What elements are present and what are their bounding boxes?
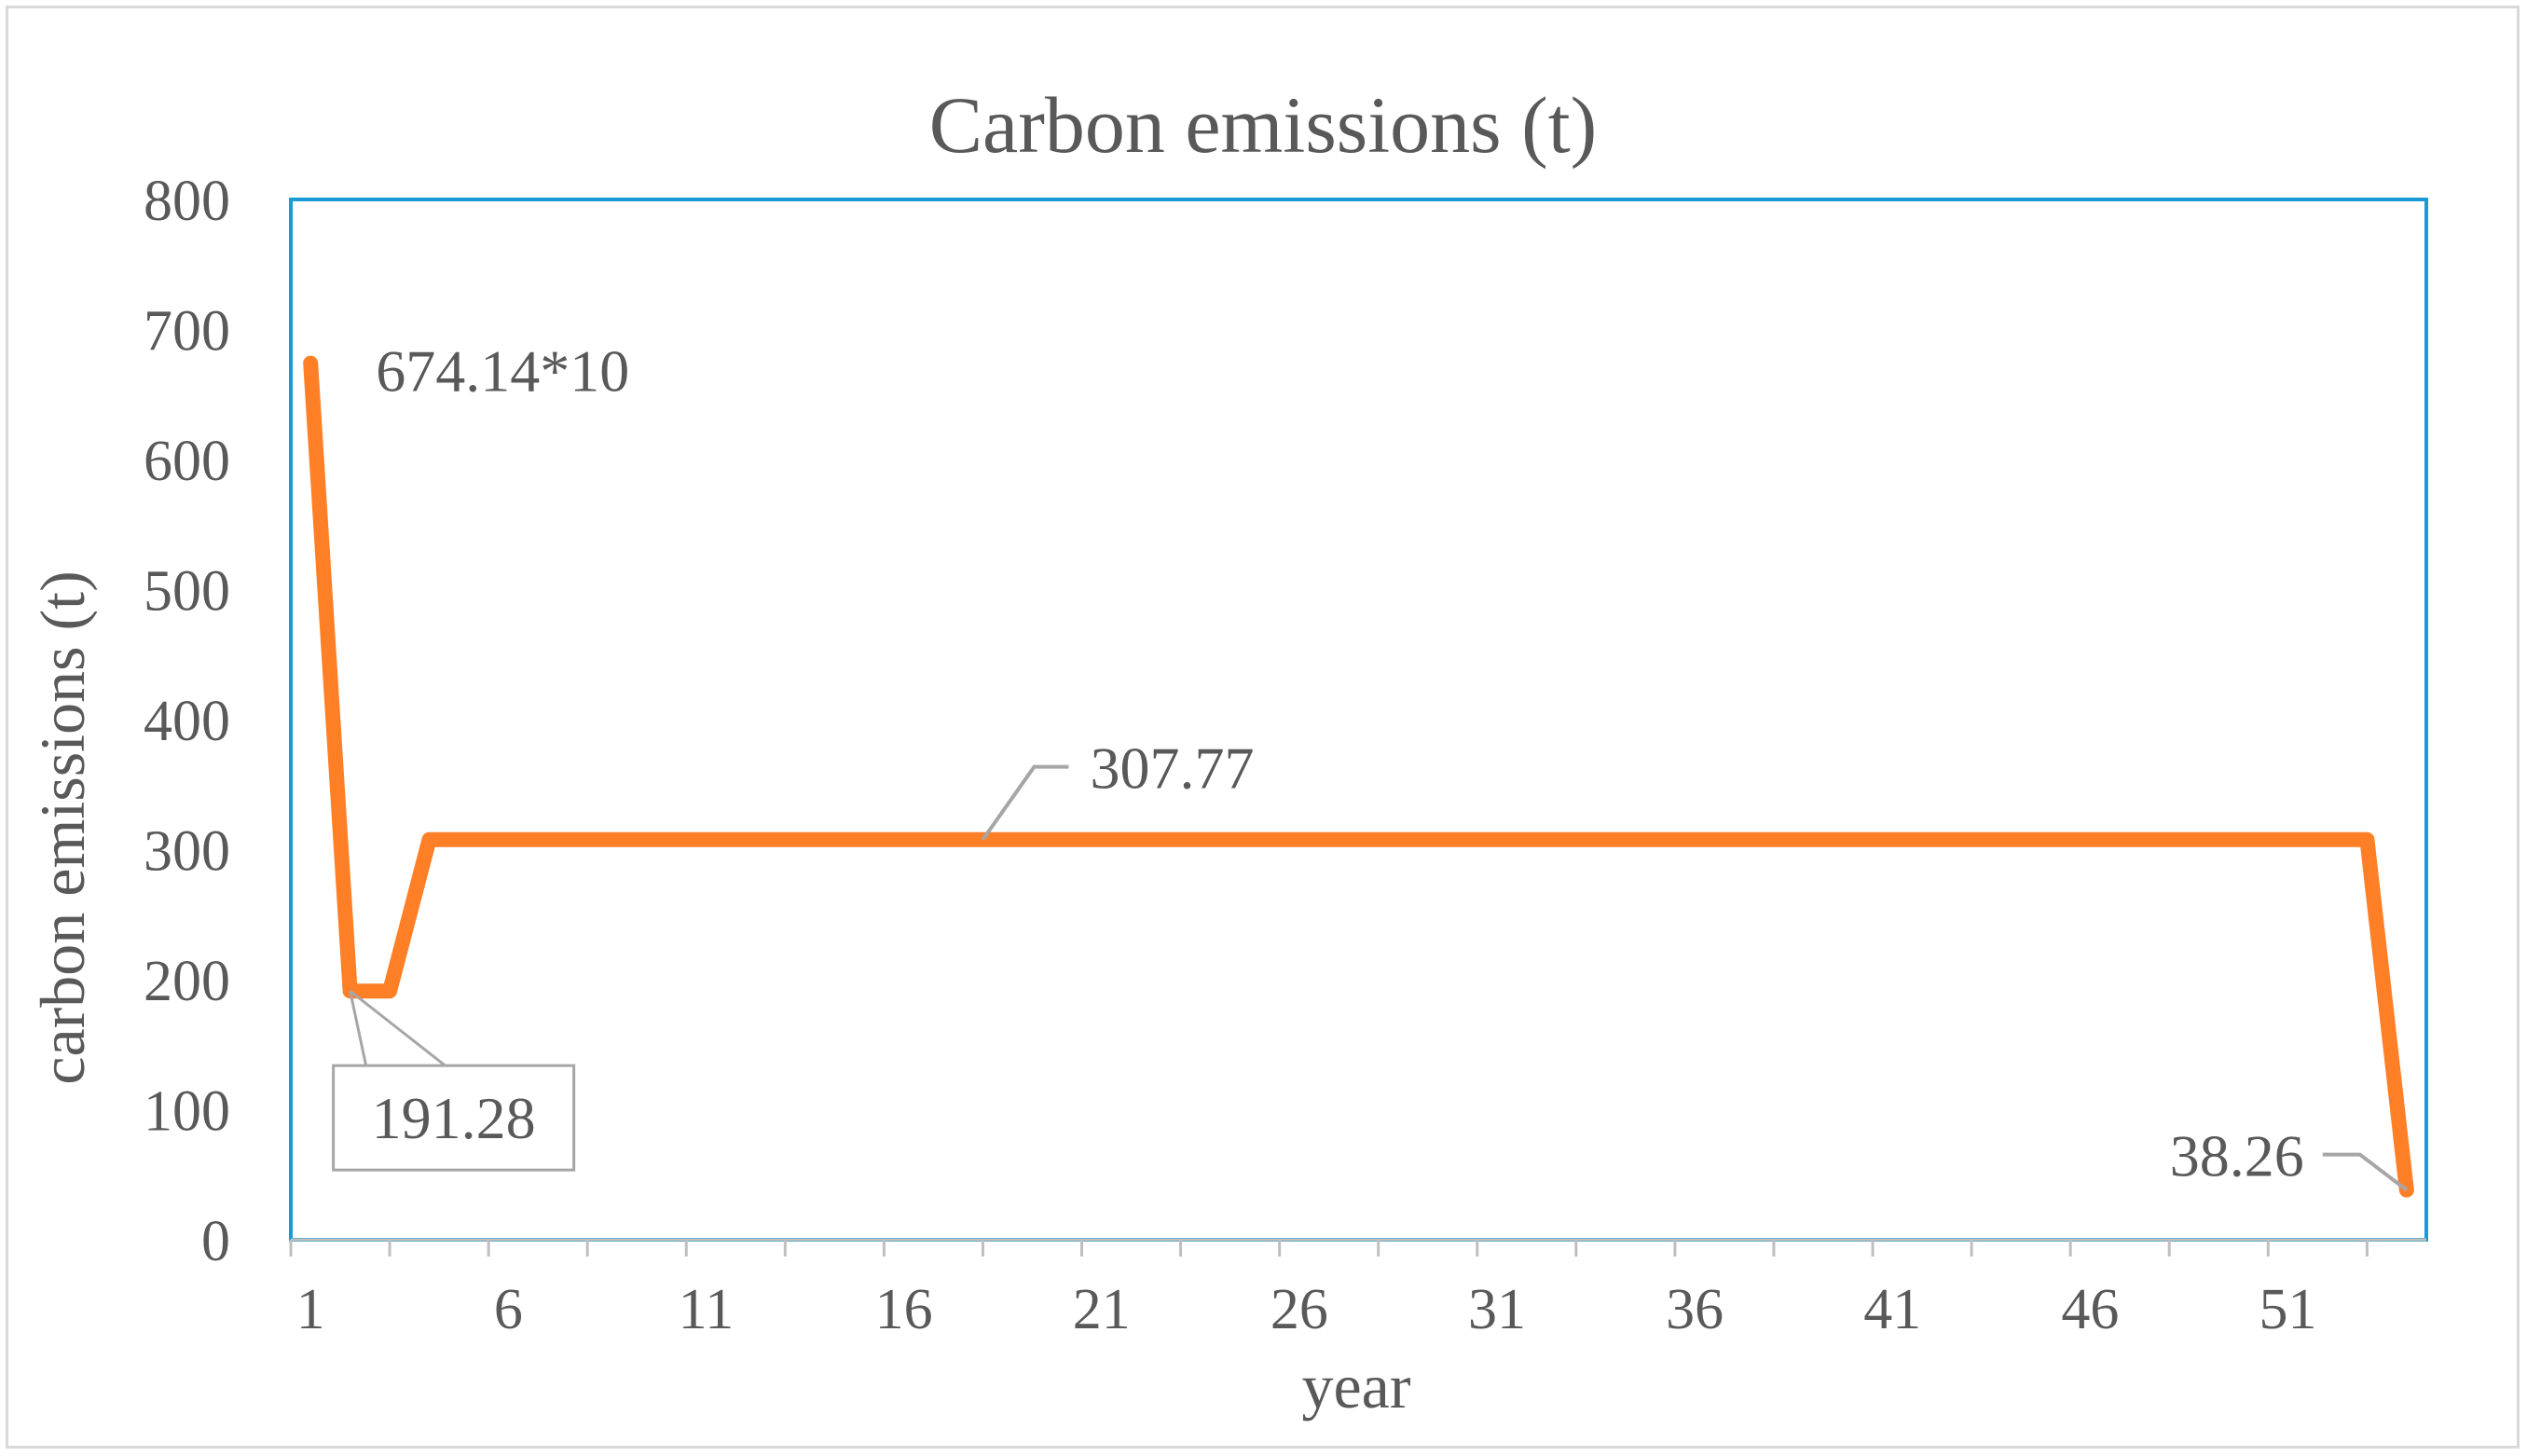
y-tick-label: 700 [144,300,230,364]
x-tick-label: 46 [2061,1278,2119,1341]
chart-title: Carbon emissions (t) [929,80,1598,170]
y-tick-label: 200 [144,950,230,1013]
data-label: 674.14*10 [376,338,629,405]
chart-frame [6,6,2520,1449]
data-label: 307.77 [1090,735,1254,802]
y-tick-label: 500 [144,560,230,624]
callout-box [332,1064,576,1172]
y-tick-label: 100 [144,1080,230,1144]
plot-area: 1 6 11 16 21 26 31 36 41 46 5101002003004005006007… [144,170,2428,1341]
y-axis-label: carbon emissions (t) [27,570,98,1084]
x-tick-label: 31 [1468,1278,1526,1341]
series-line-0 [303,355,2414,1198]
y-tick-label: 300 [144,820,230,884]
x-tick-label: 21 [1073,1278,1131,1341]
x-tick-label: 36 [1666,1278,1724,1341]
x-axis-label: year [1301,1351,1410,1422]
callout-leader [981,764,1069,841]
x-tick-label: 11 [679,1278,735,1341]
data-label: 38.26 [2170,1123,2304,1189]
y-tick-label: 400 [144,690,230,753]
y-tick-label: 600 [144,430,230,493]
x-tick-label: 26 [1270,1278,1328,1341]
x-tick-label: 1 [296,1278,325,1341]
callout-leader [2322,1152,2409,1192]
y-tick-label: 800 [144,170,230,233]
y-tick-label: 0 [201,1210,230,1273]
callout-leader [349,989,446,1067]
x-tick-label: 41 [1863,1278,1921,1341]
x-tick-label: 6 [494,1278,523,1341]
x-tick-label: 51 [2259,1278,2317,1341]
x-tick-label: 16 [875,1278,933,1341]
data-label: 191.28 [372,1085,536,1151]
